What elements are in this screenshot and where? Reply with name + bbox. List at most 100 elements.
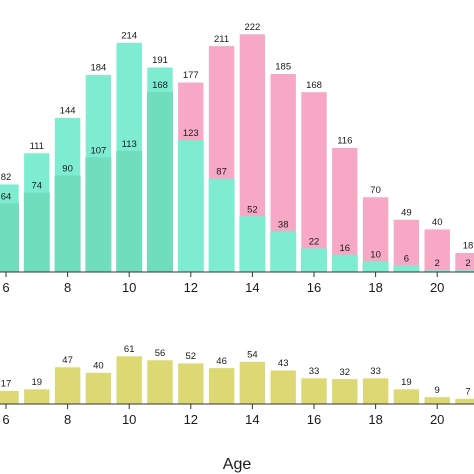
top-bar-total-18 [362,196,389,273]
bottom-tick-label-6: 6 [2,412,9,427]
bottom-bar-8 [54,366,81,405]
bottom-value-label-11: 56 [155,348,166,359]
bottom-bar-13 [208,367,235,405]
top-inner-label-13: 87 [216,167,227,178]
bottom-tick-label-14: 14 [245,412,259,427]
bottom-bar-21 [454,398,474,405]
top-inner-label-21: 2 [465,258,470,269]
top-tick-label-12: 12 [184,280,198,295]
top-tick-label-10: 10 [122,280,136,295]
bottom-bar-18 [362,377,389,405]
top-total-label-21: 18 [463,241,474,252]
top-total-label-19: 49 [401,207,412,218]
top-total-label-14: 222 [244,22,260,33]
top-tick-label-6: 6 [2,280,9,295]
bottom-value-label-9: 40 [93,361,104,372]
top-inner-label-18: 10 [370,249,381,260]
bottom-value-label-18: 33 [370,366,381,377]
top-tick-label-14: 14 [245,280,259,295]
top-bar-inner-19 [393,265,420,272]
x-axis-label: Age [223,456,252,473]
top-inner-label-15: 38 [278,219,289,230]
top-tick-label-8: 8 [64,280,71,295]
bottom-bar-19 [393,388,420,405]
bottom-value-label-21: 7 [465,386,470,397]
top-total-label-13: 211 [214,34,229,45]
bottom-value-label-14: 54 [247,350,258,361]
top-bar-inner-16 [301,248,327,272]
bottom-value-label-16: 33 [309,366,320,377]
top-x-ticks: 6 8 10 12 14 16 18 20 [2,272,444,295]
bottom-bar-10 [115,355,143,405]
top-bar-inner-8 [54,175,81,272]
top-bar-inner-21 [455,269,474,272]
bottom-value-label-13: 46 [216,356,227,367]
bottom-value-label-6: 17 [1,379,12,390]
bottom-value-label-8: 47 [62,355,73,366]
bottom-value-label-17: 32 [340,367,351,378]
top-inner-label-11: 168 [152,80,168,91]
bottom-tick-label-16: 16 [307,412,321,427]
top-total-label-20: 40 [432,217,443,228]
bottom-tick-label-18: 18 [368,412,382,427]
top-bar-inner-12 [177,140,204,272]
top-total-label-7: 111 [30,141,44,152]
top-bar-inner-7 [23,192,50,272]
bottom-value-label-15: 43 [278,358,289,369]
bottom-value-label-10: 61 [124,344,135,355]
top-tick-label-18: 18 [368,280,382,295]
bottom-panel: 17 19 47 40 61 56 52 46 54 43 33 32 33 19 9 7 [0,344,474,405]
top-inner-label-10: 113 [122,139,137,150]
top-bar-inner-15 [270,231,297,272]
bottom-bar-12 [177,362,205,405]
bottom-bar-15 [269,369,297,405]
top-bar-total-17 [331,147,359,273]
bottom-value-label-7: 19 [32,377,43,388]
bottom-value-label-20: 9 [435,385,440,396]
bottom-bar-20 [423,396,451,405]
bottom-bar-7 [23,388,51,405]
top-tick-label-16: 16 [307,280,321,295]
top-inner-label-9: 107 [90,145,106,156]
top-total-label-8: 144 [60,106,76,117]
top-total-label-9: 184 [90,63,106,74]
bottom-bar-17 [331,378,359,405]
top-bar-inner-9 [85,157,112,272]
top-total-label-11: 191 [152,55,168,66]
top-bar-inner-6 [0,203,19,272]
top-total-label-16: 168 [306,80,322,91]
top-bar-total-20 [423,228,451,273]
top-inner-label-12: 123 [183,128,199,139]
top-bar-inner-20 [424,269,451,272]
bottom-bar-11 [146,359,174,405]
top-bar-total-19 [393,219,420,273]
bottom-bar-6 [0,390,20,405]
top-bar-inner-17 [331,254,358,272]
top-total-label-17: 116 [337,136,352,147]
top-inner-label-20: 2 [435,258,440,269]
top-total-label-18: 70 [370,185,381,196]
top-bar-inner-13 [208,178,235,272]
top-bar-inner-14 [239,216,266,272]
top-bar-inner-18 [362,261,389,272]
top-inner-label-8: 90 [62,164,73,175]
bottom-value-label-12: 52 [186,351,197,362]
top-inner-label-16: 22 [309,236,320,247]
bottom-x-ticks: 6 8 10 12 14 16 18 20 [2,404,444,427]
top-total-label-15: 185 [275,62,291,73]
top-inner-label-17: 16 [340,243,351,254]
top-inner-label-14: 52 [247,204,258,215]
top-total-label-10: 214 [121,31,137,42]
bottom-tick-label-20: 20 [430,412,444,427]
top-total-label-6: 82 [1,172,12,183]
bottom-value-label-19: 19 [401,377,412,388]
bottom-tick-label-10: 10 [122,412,136,427]
top-inner-label-7: 74 [32,181,43,192]
top-bar-inner-11 [147,91,173,272]
top-total-label-12: 177 [183,70,199,81]
bottom-tick-label-8: 8 [64,412,71,427]
bottom-bar-9 [85,372,112,405]
bottom-tick-label-12: 12 [184,412,198,427]
top-panel: 8264111741449018410721411319116817712321… [0,22,474,273]
